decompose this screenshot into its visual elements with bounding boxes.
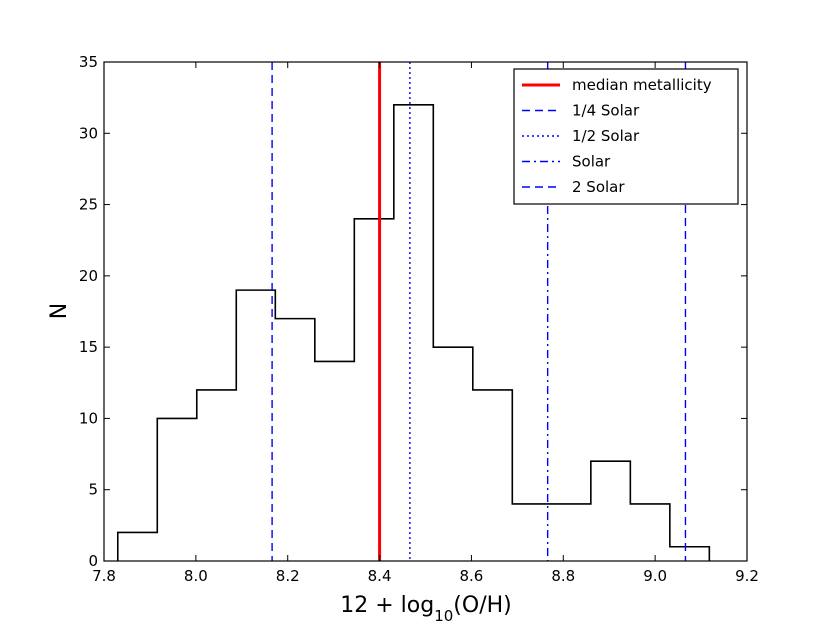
legend-label-1: 1/4 Solar	[572, 102, 640, 120]
x-tick-label-4: 8.6	[459, 567, 483, 585]
x-tick-label-6: 9.0	[643, 567, 667, 585]
histogram-bars	[116, 103, 711, 561]
y-tick-label-2: 10	[79, 409, 98, 427]
legend-label-0: median metallicity	[572, 76, 712, 94]
y-tick-label-1: 5	[88, 481, 98, 499]
legend: median metallicity 1/4 Solar 1/2 Solar Sola…	[513, 68, 739, 205]
y-axis-label: N	[47, 303, 72, 319]
y-tick-label-0: 0	[88, 552, 98, 570]
x-tick-label-3: 8.4	[368, 567, 392, 585]
y-tick-label-5: 25	[79, 196, 98, 214]
x-tick-label-5: 8.8	[551, 567, 575, 585]
y-tick-label-6: 30	[79, 124, 98, 142]
histogram-outline	[116, 103, 711, 561]
x-tick-label-1: 8.0	[184, 567, 208, 585]
y-tick-label-7: 35	[79, 53, 98, 71]
legend-label-4: 2 Solar	[572, 178, 625, 196]
legend-label-2: 1/2 Solar	[572, 127, 640, 145]
y-tick-label-3: 15	[79, 338, 98, 356]
y-tick-label-4: 20	[79, 267, 98, 285]
x-tick-label-7: 9.2	[735, 567, 759, 585]
legend-label-3: Solar	[572, 153, 611, 171]
x-axis-label: 12 + log10(O/H)	[340, 593, 511, 623]
x-tick-label-2: 8.2	[276, 567, 300, 585]
legend-box	[513, 68, 739, 205]
axes: 7.8 8.0 8.2 8.4 8.6 8.8 9.0 9.2 0 5 10 15 20 25 30 35	[79, 53, 759, 585]
x-tick-label-0: 7.8	[92, 567, 116, 585]
plot-frame	[103, 61, 748, 562]
